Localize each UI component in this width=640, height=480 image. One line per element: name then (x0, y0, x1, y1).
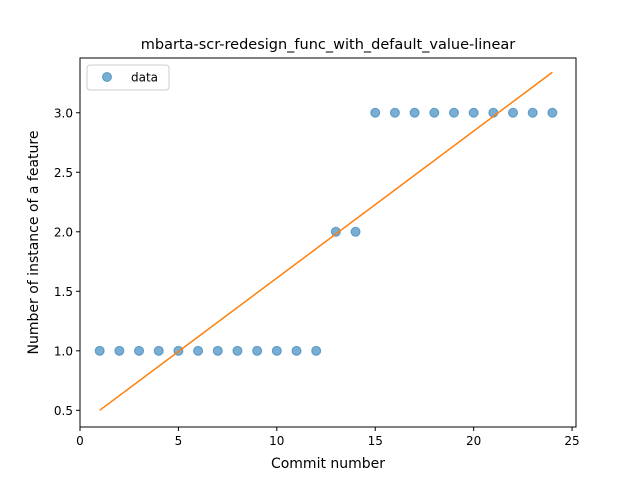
data-point (271, 345, 282, 356)
data-point (193, 345, 204, 356)
y-tick-label: 1.5 (54, 285, 73, 299)
data-point (389, 107, 400, 118)
x-axis-label: Commit number (271, 456, 385, 472)
data-point (134, 345, 145, 356)
y-tick-label: 2.5 (54, 166, 73, 180)
y-tick-label: 1.0 (54, 344, 73, 358)
y-axis-label: Number of instance of a feature (26, 131, 42, 355)
chart-title: mbarta-scr-redesign_func_with_default_va… (141, 37, 516, 53)
data-point (508, 107, 519, 118)
data-point (468, 107, 479, 118)
data-point (252, 345, 263, 356)
x-tick-label: 20 (466, 434, 481, 448)
data-point (370, 107, 381, 118)
data-point (448, 107, 459, 118)
data-point (291, 345, 302, 356)
fit-line (99, 71, 553, 411)
data-point (409, 107, 420, 118)
x-tick-label: 15 (368, 434, 383, 448)
data-point (527, 107, 538, 118)
data-point (114, 345, 125, 356)
data-point (153, 345, 164, 356)
legend-label-data: data (131, 71, 158, 85)
y-tick-label: 3.0 (54, 106, 73, 120)
axis-ticks: 0 5 10 15 20 25 0.5 1.0 1.5 2.0 2.5 3.0 (54, 106, 580, 448)
x-tick-label: 10 (269, 434, 284, 448)
data-point (350, 226, 361, 237)
legend: data (86, 64, 170, 91)
data-point (232, 345, 243, 356)
x-tick-label: 25 (564, 434, 579, 448)
data-point (429, 107, 440, 118)
data-point (212, 345, 223, 356)
data-point (94, 345, 105, 356)
axes-frame (79, 57, 577, 428)
plot-area (94, 71, 558, 411)
legend-marker-data (102, 72, 112, 82)
data-point (311, 345, 322, 356)
legend-box (86, 64, 170, 91)
y-tick-label: 2.0 (54, 225, 73, 239)
y-tick-label: 0.5 (54, 404, 73, 418)
data-point (547, 107, 558, 118)
x-tick-label: 0 (76, 434, 84, 448)
data-point (330, 226, 341, 237)
x-tick-label: 5 (175, 434, 183, 448)
